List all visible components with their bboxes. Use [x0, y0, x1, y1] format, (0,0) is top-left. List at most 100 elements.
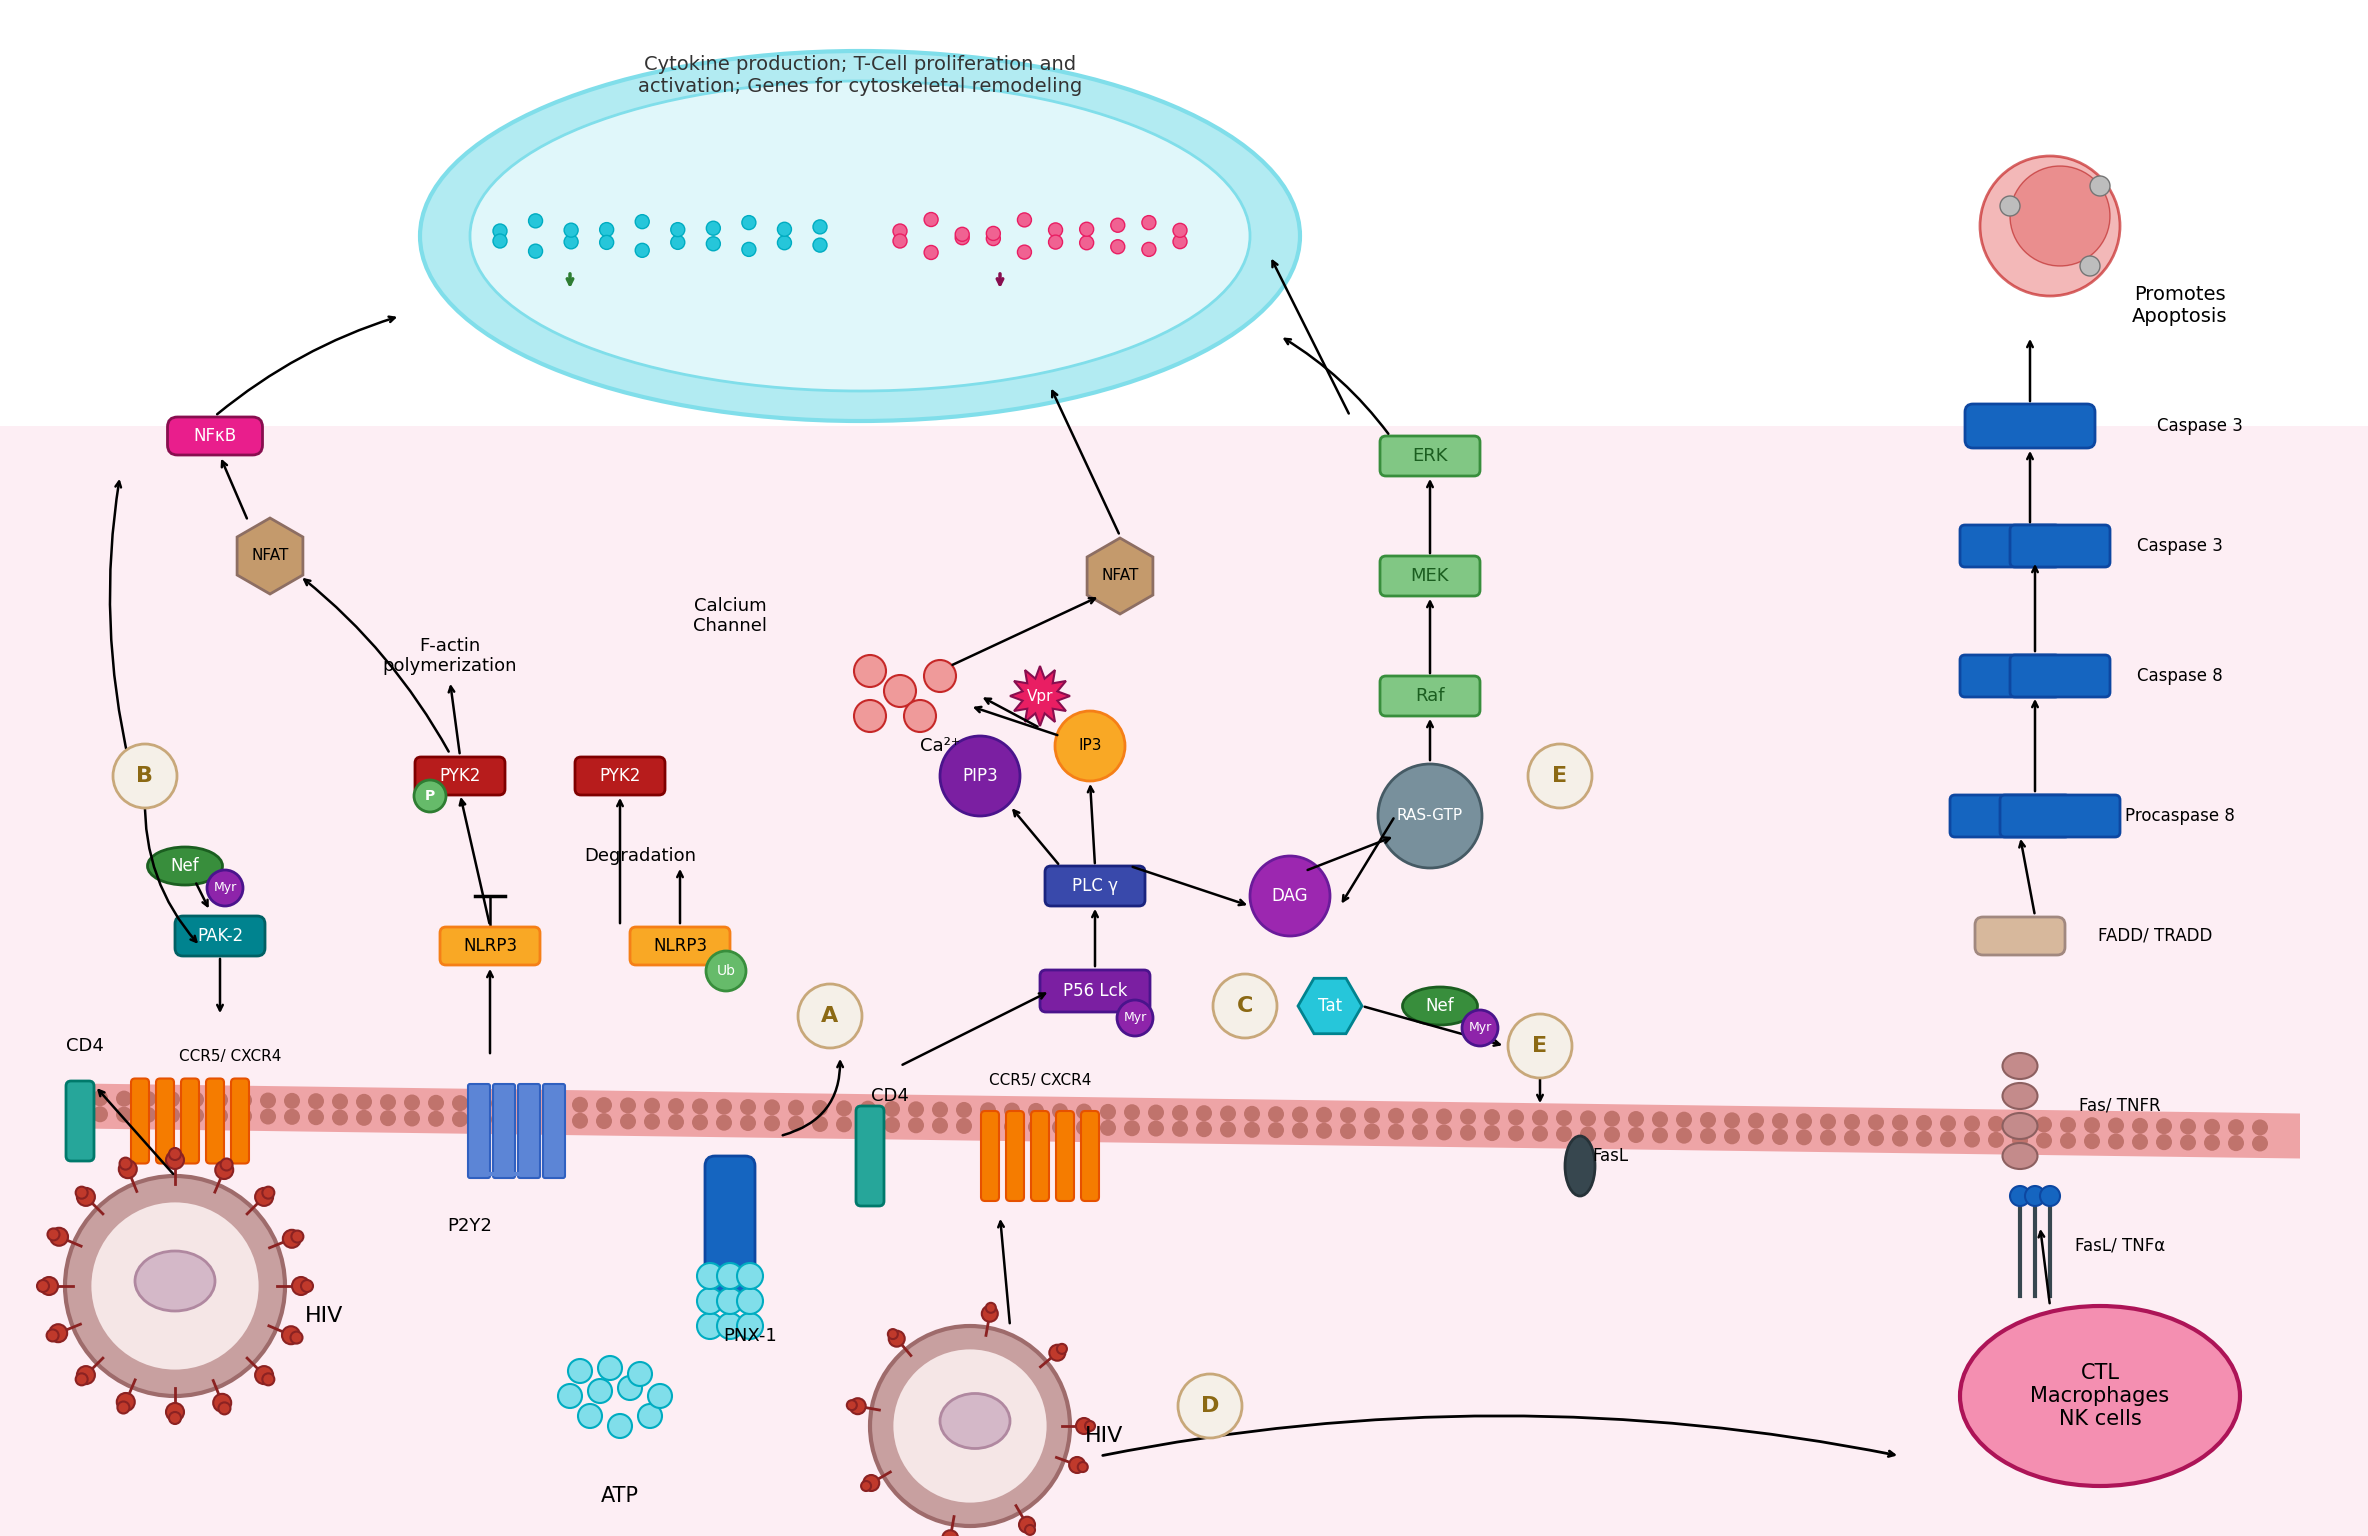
Circle shape — [599, 1356, 623, 1379]
Circle shape — [954, 227, 969, 241]
Circle shape — [284, 1109, 301, 1124]
Circle shape — [1101, 1104, 1115, 1120]
Circle shape — [987, 232, 999, 246]
Circle shape — [379, 1094, 395, 1111]
Circle shape — [860, 1101, 876, 1117]
Circle shape — [1579, 1126, 1596, 1143]
Circle shape — [355, 1111, 372, 1126]
Circle shape — [954, 230, 969, 244]
Circle shape — [736, 1313, 762, 1339]
Circle shape — [1821, 1114, 1835, 1129]
Circle shape — [1388, 1107, 1404, 1124]
Circle shape — [1603, 1127, 1620, 1143]
Text: Nef: Nef — [1426, 997, 1454, 1015]
Circle shape — [789, 1115, 805, 1132]
Circle shape — [635, 215, 649, 229]
Circle shape — [118, 1158, 133, 1169]
Circle shape — [1004, 1103, 1021, 1118]
Circle shape — [256, 1187, 272, 1206]
Circle shape — [301, 1279, 313, 1292]
Text: ATP: ATP — [601, 1485, 639, 1505]
Circle shape — [1700, 1127, 1717, 1144]
Ellipse shape — [469, 81, 1250, 392]
Text: CCR5/ CXCR4: CCR5/ CXCR4 — [990, 1074, 1092, 1089]
Circle shape — [905, 700, 935, 733]
Text: Promotes
Apoptosis: Promotes Apoptosis — [2131, 286, 2228, 327]
Circle shape — [2084, 1117, 2100, 1134]
Circle shape — [812, 220, 826, 233]
Circle shape — [1172, 1104, 1189, 1121]
Circle shape — [1771, 1129, 1788, 1144]
Circle shape — [1845, 1130, 1859, 1146]
Circle shape — [1172, 235, 1186, 249]
FancyBboxPatch shape — [180, 1078, 199, 1163]
Circle shape — [888, 1329, 897, 1339]
Circle shape — [1653, 1112, 1667, 1127]
Circle shape — [92, 1091, 109, 1106]
Circle shape — [1025, 1525, 1035, 1534]
Circle shape — [118, 1160, 137, 1178]
Circle shape — [1317, 1107, 1331, 1123]
Circle shape — [476, 1112, 493, 1127]
Circle shape — [308, 1094, 324, 1109]
Circle shape — [670, 235, 684, 249]
Text: Degradation: Degradation — [585, 846, 696, 865]
Text: Cytokine production; T-Cell proliferation and
activation; Genes for cytoskeletal: Cytokine production; T-Cell proliferatio… — [637, 55, 1082, 97]
Circle shape — [985, 1303, 997, 1313]
Circle shape — [493, 224, 507, 238]
FancyBboxPatch shape — [1961, 525, 2060, 567]
Circle shape — [547, 1112, 564, 1129]
Circle shape — [2205, 1135, 2221, 1150]
Circle shape — [1677, 1127, 1693, 1144]
Circle shape — [1364, 1123, 1381, 1140]
Circle shape — [291, 1332, 303, 1344]
Circle shape — [116, 1091, 133, 1106]
FancyBboxPatch shape — [130, 1078, 149, 1163]
Circle shape — [1748, 1112, 1764, 1129]
Circle shape — [2252, 1120, 2269, 1135]
Circle shape — [942, 1530, 959, 1536]
Circle shape — [1724, 1129, 1740, 1144]
Text: PYK2: PYK2 — [440, 766, 481, 785]
Circle shape — [2079, 257, 2100, 276]
Circle shape — [635, 243, 649, 258]
Circle shape — [237, 1107, 251, 1124]
Circle shape — [987, 226, 999, 241]
Circle shape — [1963, 1132, 1980, 1147]
Circle shape — [568, 1359, 592, 1382]
Circle shape — [1111, 218, 1125, 232]
Circle shape — [166, 1150, 185, 1169]
Circle shape — [980, 1103, 997, 1118]
Circle shape — [1075, 1103, 1092, 1120]
Circle shape — [668, 1114, 684, 1130]
Circle shape — [1049, 1344, 1066, 1361]
Circle shape — [2108, 1118, 2124, 1134]
Text: FasL/ TNFα: FasL/ TNFα — [2074, 1236, 2164, 1255]
Ellipse shape — [1402, 988, 1478, 1025]
Bar — [0, 425, 2368, 1536]
Text: Caspase 3: Caspase 3 — [2157, 416, 2242, 435]
Circle shape — [116, 1106, 133, 1123]
Circle shape — [1267, 1123, 1283, 1138]
Circle shape — [649, 1384, 673, 1409]
Circle shape — [1068, 1458, 1085, 1473]
Circle shape — [1411, 1107, 1428, 1124]
Circle shape — [860, 1117, 876, 1132]
Circle shape — [1028, 1118, 1044, 1135]
Circle shape — [718, 1313, 744, 1339]
Text: CTL
Macrophages
NK cells: CTL Macrophages NK cells — [2029, 1362, 2169, 1428]
Circle shape — [850, 1398, 867, 1415]
Circle shape — [957, 1118, 971, 1134]
Circle shape — [1748, 1129, 1764, 1144]
Text: ERK: ERK — [1411, 447, 1447, 465]
Circle shape — [429, 1111, 445, 1127]
Circle shape — [92, 1106, 109, 1123]
FancyBboxPatch shape — [980, 1111, 999, 1201]
Text: CCR5/ CXCR4: CCR5/ CXCR4 — [180, 1049, 282, 1063]
Circle shape — [644, 1098, 661, 1114]
Circle shape — [888, 1330, 905, 1347]
Circle shape — [1085, 1421, 1094, 1432]
Circle shape — [739, 1100, 755, 1115]
Circle shape — [2084, 1134, 2100, 1149]
Circle shape — [2013, 1117, 2027, 1132]
